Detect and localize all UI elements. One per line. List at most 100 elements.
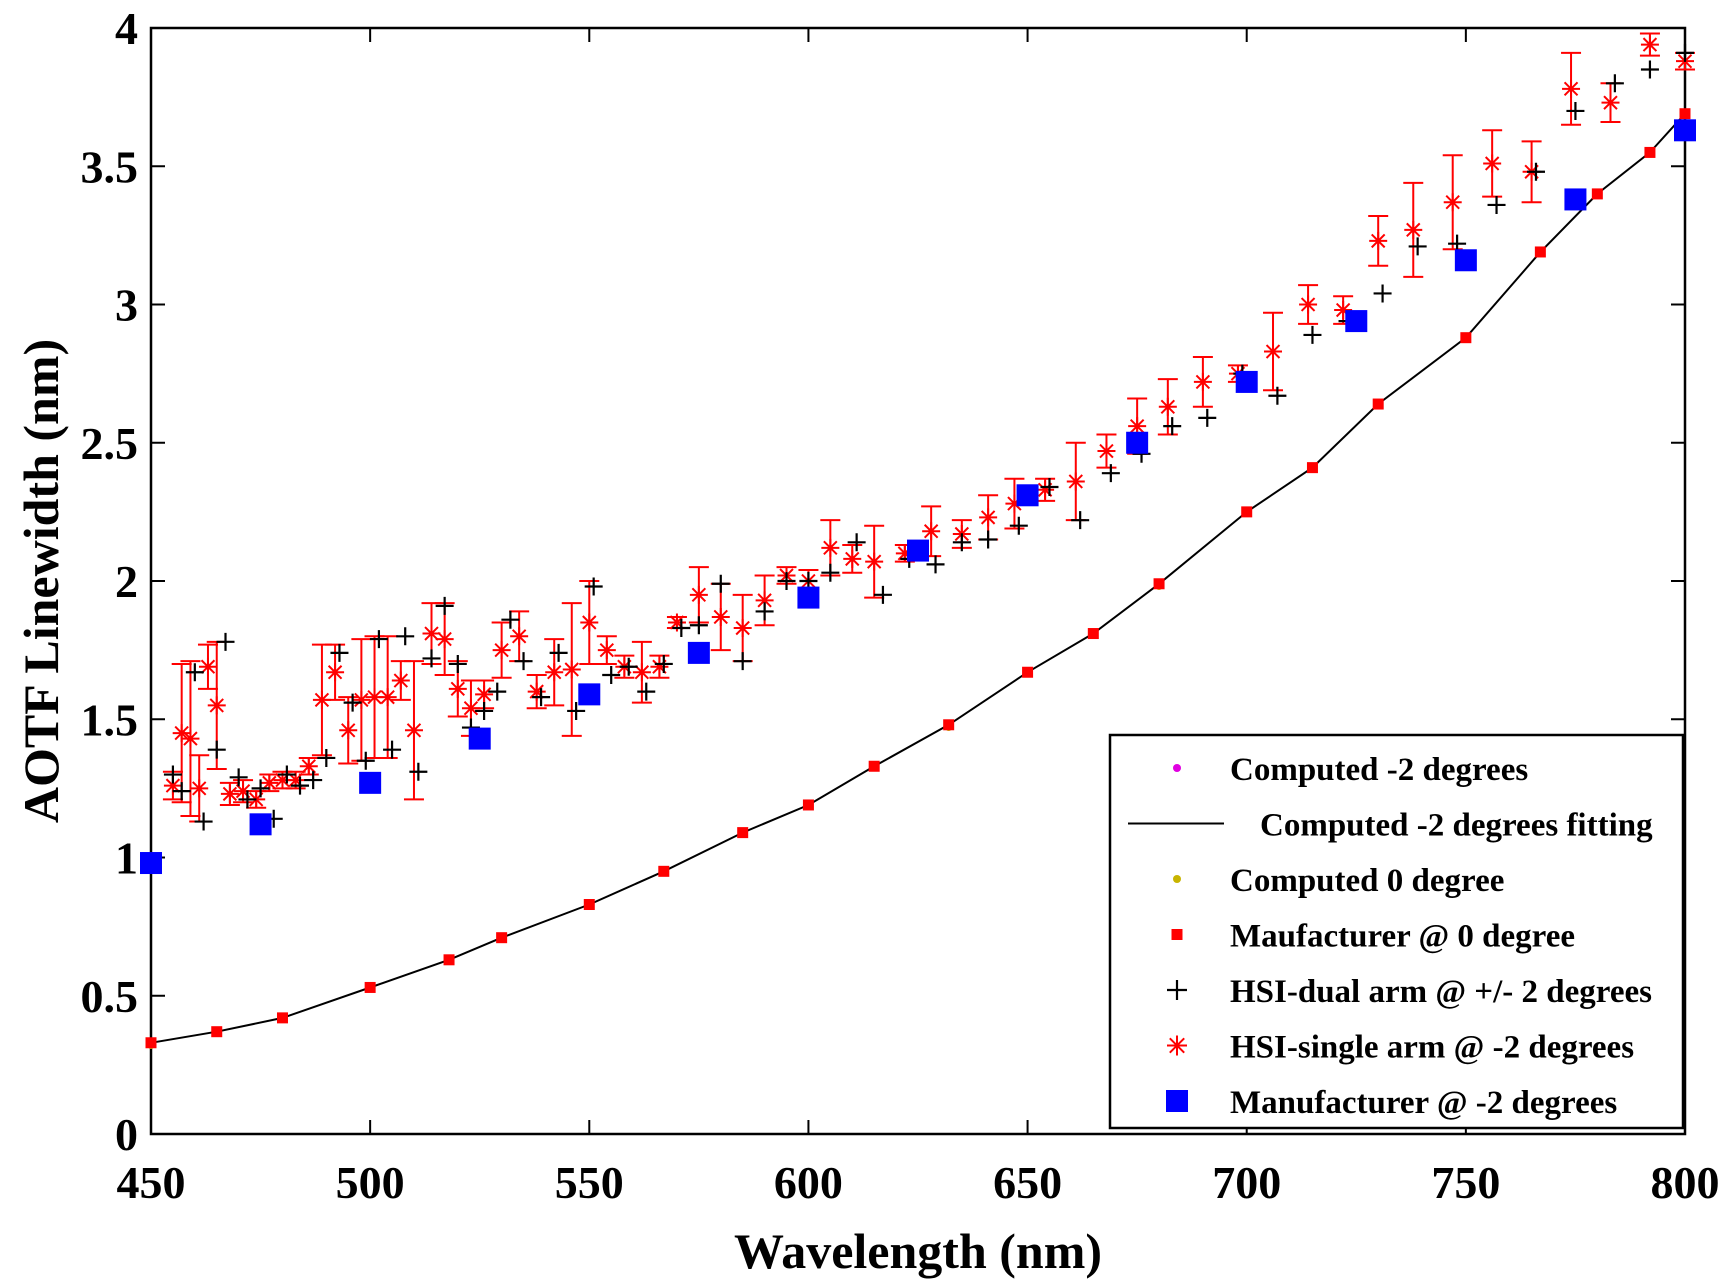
x-tick-label: 750 (1431, 1157, 1500, 1208)
data-point (1299, 295, 1318, 314)
data-point (667, 613, 686, 632)
data-point (273, 771, 292, 790)
data-point (1674, 119, 1696, 142)
data-point (172, 724, 191, 743)
legend-label: Computed -2 degrees (1230, 752, 1528, 788)
data-point (549, 643, 568, 662)
data-point (448, 679, 467, 698)
y-tick-label: 4 (115, 3, 138, 54)
legend-label: HSI-dual arm @ +/- 2 degrees (1230, 974, 1652, 1010)
data-point (1193, 372, 1212, 391)
data-point (802, 799, 814, 811)
legend-label: Computed -2 degrees fitting (1260, 808, 1653, 844)
data-point (1235, 370, 1258, 393)
data-point (1097, 442, 1116, 461)
series-manufacturer-minus2 (140, 119, 1696, 875)
data-point (1562, 79, 1581, 98)
data-point (343, 693, 362, 712)
legend-plus-swatch (1167, 980, 1187, 1000)
y-tick-label: 1 (115, 833, 138, 884)
y-tick-label: 0.5 (81, 971, 139, 1022)
data-point (1005, 494, 1024, 513)
data-point (672, 619, 691, 638)
data-point (755, 591, 774, 610)
data-point (1601, 93, 1620, 112)
legend-label: Computed 0 degree (1230, 863, 1504, 899)
data-point (1372, 398, 1384, 410)
data-point (260, 773, 279, 792)
y-tick-label: 0 (115, 1109, 138, 1160)
data-point (510, 627, 529, 646)
data-point (299, 757, 318, 776)
data-point (163, 765, 182, 784)
data-point (532, 688, 551, 707)
data-point (1101, 464, 1120, 483)
data-point (733, 619, 752, 638)
data-point (654, 654, 673, 673)
data-point (907, 539, 929, 562)
data-point (1264, 342, 1283, 361)
plot-marks (140, 32, 1696, 1050)
data-point (689, 616, 708, 635)
data-point (1369, 231, 1388, 250)
data-point (286, 771, 305, 790)
data-point (895, 544, 914, 563)
data-point (843, 549, 862, 568)
x-tick-label: 550 (555, 1157, 624, 1208)
data-point (1483, 154, 1502, 173)
series-hsi-dual-arm (163, 43, 1694, 831)
data-point (584, 577, 603, 596)
data-point (926, 555, 945, 574)
data-point (1303, 325, 1322, 344)
data-point (545, 663, 564, 682)
data-point (1153, 578, 1165, 590)
x-tick-label: 450 (117, 1157, 186, 1208)
data-point (689, 585, 708, 604)
legend-asterisk-swatch (1167, 1035, 1187, 1056)
data-point (873, 585, 892, 604)
x-axis-title: Wavelength (nm) (734, 1223, 1102, 1279)
legend-label: Maufacturer @ 0 degree (1230, 919, 1575, 955)
x-tick-label: 650 (993, 1157, 1062, 1208)
data-point (711, 574, 730, 593)
data-point (249, 813, 272, 836)
data-point (234, 782, 253, 801)
data-point (1036, 480, 1055, 499)
data-point (488, 682, 507, 701)
y-tick-label: 3.5 (81, 141, 139, 192)
data-point (140, 852, 162, 875)
data-point (1526, 162, 1545, 181)
data-point (1605, 74, 1624, 93)
legend-large-square-swatch (1166, 1090, 1188, 1112)
data-point (847, 533, 866, 552)
data-point (312, 690, 331, 709)
data-point (650, 657, 669, 676)
data-point (514, 652, 533, 671)
data-point (1566, 101, 1585, 120)
data-point (619, 657, 638, 676)
data-point (1345, 310, 1368, 333)
data-point (755, 602, 774, 621)
data-point (711, 607, 730, 626)
data-point (865, 552, 884, 571)
data-point (1066, 472, 1085, 491)
data-point (1158, 397, 1177, 416)
data-point (461, 699, 480, 718)
data-point (1408, 237, 1427, 256)
data-point (1163, 417, 1182, 436)
data-point (496, 932, 508, 944)
data-point (359, 771, 382, 794)
data-point (190, 779, 209, 798)
data-point (291, 776, 310, 795)
data-point (365, 688, 384, 707)
data-point (777, 572, 796, 590)
series-manufacturer-0 (145, 108, 1691, 1049)
data-point (597, 641, 616, 660)
data-point (943, 719, 955, 731)
data-point (567, 701, 586, 720)
data-point (1126, 431, 1149, 454)
data-point (207, 696, 226, 715)
legend-small-square-swatch (1171, 929, 1183, 940)
data-point (1241, 506, 1253, 518)
